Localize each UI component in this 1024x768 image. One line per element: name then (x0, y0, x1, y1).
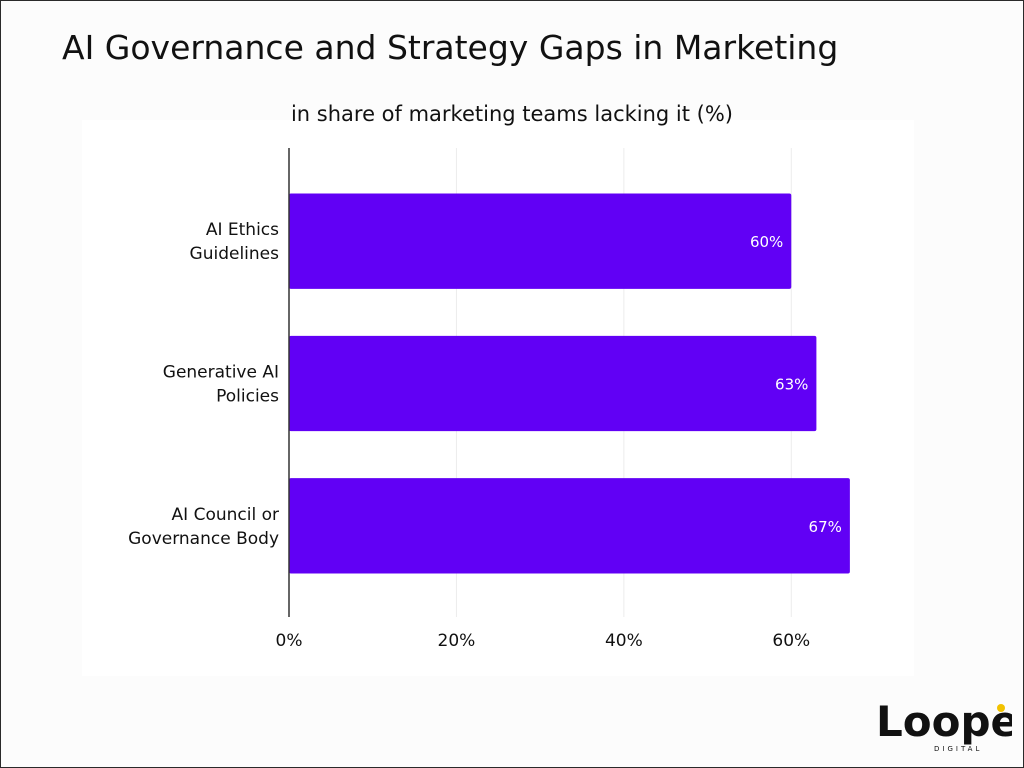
x-tick-label: 0% (276, 631, 303, 651)
category-label-line: AI Council or (172, 505, 279, 525)
category-label: AI Ethics Guidelines (190, 220, 280, 264)
x-tick-label: 60% (772, 631, 810, 651)
bar (289, 335, 817, 432)
logo-accent-dot (997, 704, 1005, 712)
bar-data-label: 63% (775, 376, 808, 394)
logo-tagline: DIGITAL (934, 745, 982, 753)
x-tick-label: 20% (438, 631, 476, 651)
bar (289, 478, 850, 574)
category-label-line: Guidelines (190, 244, 280, 264)
bar (289, 193, 792, 289)
category-label: AI Council or Governance Body (128, 505, 279, 549)
x-tick-label: 40% (605, 631, 643, 651)
category-label-line: Generative AI (163, 363, 279, 383)
category-label-line: Policies (216, 387, 279, 407)
category-label: Generative AI Policies (163, 363, 279, 407)
chart-subtitle: in share of marketing teams lacking it (… (290, 102, 734, 126)
chart-title: AI Governance and Strategy Gaps in Marke… (62, 28, 839, 67)
loopex-logo: Loopex DIGITAL (876, 697, 1012, 753)
bar-data-label: 67% (809, 518, 842, 536)
logo-wordmark: Loopex (876, 697, 1012, 746)
bar-data-label: 60% (750, 233, 783, 251)
category-label-line: Governance Body (128, 529, 279, 549)
category-label-line: AI Ethics (206, 220, 279, 240)
